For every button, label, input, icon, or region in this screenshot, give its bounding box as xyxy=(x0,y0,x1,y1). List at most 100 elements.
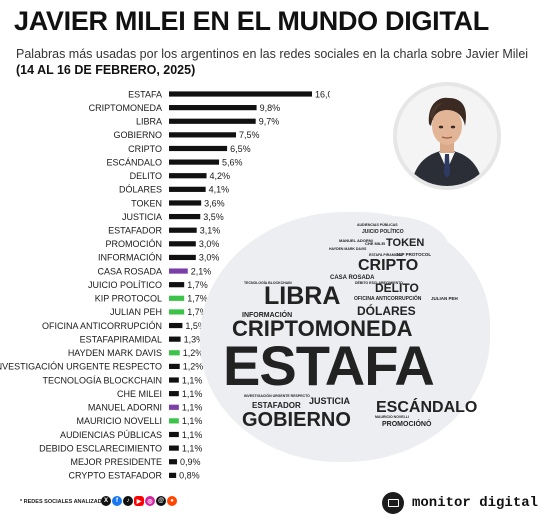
cloud-word: JUICIO POLÍTICO xyxy=(362,229,404,235)
bar xyxy=(169,173,207,179)
value-label: 1,7% xyxy=(187,280,208,290)
cloud-word: INFORMACIÓN xyxy=(242,312,293,319)
cloud-word: DÉBITO ESCLARECIMIENTO xyxy=(355,281,403,285)
facebook-icon: f xyxy=(112,496,122,506)
bar xyxy=(169,445,179,451)
bar xyxy=(169,391,179,397)
bar xyxy=(169,268,188,274)
category-label: ESTAFA xyxy=(128,89,162,99)
category-label: INFORMACIÓN xyxy=(98,253,162,263)
bar-chart: ESTAFA 16,0% CRIPTOMONEDA 9,8% LIBRA 9,7% GOBI… xyxy=(0,89,330,480)
instagram-icon: ◎ xyxy=(145,496,155,506)
bar xyxy=(169,350,180,356)
date-range: (14 AL 16 DE FEBRERO, 2025) xyxy=(16,63,196,77)
tiktok-icon: ♪ xyxy=(123,496,133,506)
category-label: CASA ROSADA xyxy=(97,266,162,276)
bar xyxy=(169,213,201,220)
bar xyxy=(169,377,179,383)
category-label: KIP PROTOCOL xyxy=(95,294,162,304)
bar xyxy=(169,200,202,206)
bar xyxy=(169,472,177,478)
value-label: 16,0% xyxy=(315,89,330,99)
cloud-word: JUSTICIA xyxy=(309,396,351,406)
cloud-word: CHE MILEI xyxy=(365,241,386,246)
value-label: 1,2% xyxy=(183,362,204,372)
threads-icon: @ xyxy=(156,496,166,506)
value-label: 1,1% xyxy=(182,430,203,440)
bar xyxy=(169,282,185,288)
bar xyxy=(169,363,180,369)
bar xyxy=(169,132,237,138)
category-label: JULIAN PEH xyxy=(110,307,162,317)
category-label: PROMOCIÓN xyxy=(105,239,162,249)
cloud-word: MAURICIO NOVELLI xyxy=(375,415,409,419)
social-networks: X f ♪ ▶ ◎ @ ● xyxy=(101,496,177,506)
category-label: DÓLARES xyxy=(119,185,162,195)
category-label: HAYDEN MARK DAVIS xyxy=(68,348,162,358)
cloud-word: JULIAN PEH xyxy=(431,296,458,301)
value-label: 4,2% xyxy=(210,171,231,181)
category-label: OFICINA ANTICORRUPCIÓN xyxy=(42,321,162,331)
value-label: 1,7% xyxy=(187,294,208,304)
category-label: GOBIERNO xyxy=(113,130,162,140)
cloud-word: ESTAFA PIRAMIDAL xyxy=(369,253,403,257)
cloud-word: INVESTIGACIÓN URGENTE RESPECTO xyxy=(244,394,310,398)
value-label: 3,1% xyxy=(200,226,221,236)
cloud-word: TECNOLOGÍA BLOCKCHAIN xyxy=(244,281,292,285)
category-label: MAURICIO NOVELLI xyxy=(76,416,162,426)
category-label: LIBRA xyxy=(136,117,162,127)
cloud-word: OFICINA ANTICORRUPCIÓN xyxy=(354,296,422,302)
category-label: ESCÁNDALO xyxy=(106,157,162,167)
bar xyxy=(169,322,183,329)
page-title: JAVIER MILEI EN EL MUNDO DIGITAL xyxy=(14,6,489,36)
value-label: 3,5% xyxy=(203,212,224,222)
value-label: 2,1% xyxy=(191,266,212,276)
category-label: TOKEN xyxy=(131,198,162,208)
value-label: 6,5% xyxy=(230,144,251,154)
bar xyxy=(169,118,256,124)
value-label: 5,6% xyxy=(222,157,243,167)
bar xyxy=(169,309,185,315)
bar xyxy=(169,336,181,342)
value-label: 1,2% xyxy=(183,348,204,358)
bar xyxy=(169,159,220,165)
cloud-word: KIP PROTOCOL xyxy=(397,252,432,257)
category-label: ESTAFAPIRAMIDAL xyxy=(80,334,162,344)
x-icon: X xyxy=(101,496,111,506)
category-label: MEJOR PRESIDENTE xyxy=(70,457,162,467)
cloud-word: ESTAFADOR xyxy=(252,401,301,410)
bar xyxy=(169,404,179,410)
value-label: 1,5% xyxy=(185,321,206,331)
cloud-word: GOBIERNO xyxy=(242,409,351,431)
bar xyxy=(169,91,312,97)
category-label: CHE MILEI xyxy=(117,389,162,399)
bar xyxy=(169,227,197,233)
bar xyxy=(169,459,178,465)
bar xyxy=(169,431,179,438)
cloud-word: CRIPTO xyxy=(358,257,419,274)
footer-note: * REDES SOCIALES ANALIZADAS xyxy=(20,499,110,505)
cloud-word: MANUEL ADORNI xyxy=(339,238,373,243)
value-label: 1,7% xyxy=(187,307,208,317)
bar xyxy=(169,418,179,424)
bar xyxy=(169,145,228,152)
category-label: CRIPTO xyxy=(128,144,162,154)
value-label: 1,1% xyxy=(182,443,203,453)
cloud-word: ESCÁNDALO xyxy=(376,399,478,416)
cloud-word: LIBRA xyxy=(264,282,341,310)
cloud-word: CASA ROSADA xyxy=(330,275,375,281)
category-label: INVESTIGACIÓN URGENTE RESPECTO xyxy=(0,362,162,372)
cloud-word: CRIPTOMONEDA xyxy=(232,316,413,341)
value-label: 1,3% xyxy=(184,334,205,344)
category-label: DEBIDO ESCLARECIMIENTO xyxy=(39,443,162,453)
cloud-word: DÓLARES xyxy=(357,304,416,318)
cloud-word: TOKEN xyxy=(386,237,425,249)
value-label: 1,1% xyxy=(182,389,203,399)
cloud-word: HAYDEN MARK DAVIS xyxy=(329,247,367,251)
value-label: 9,7% xyxy=(259,117,280,127)
cloud-word: DELITO xyxy=(375,281,419,295)
value-label: 9,8% xyxy=(260,103,281,113)
brand: monitor digital xyxy=(382,492,538,514)
value-label: 1,1% xyxy=(182,403,203,413)
bar xyxy=(169,254,196,261)
